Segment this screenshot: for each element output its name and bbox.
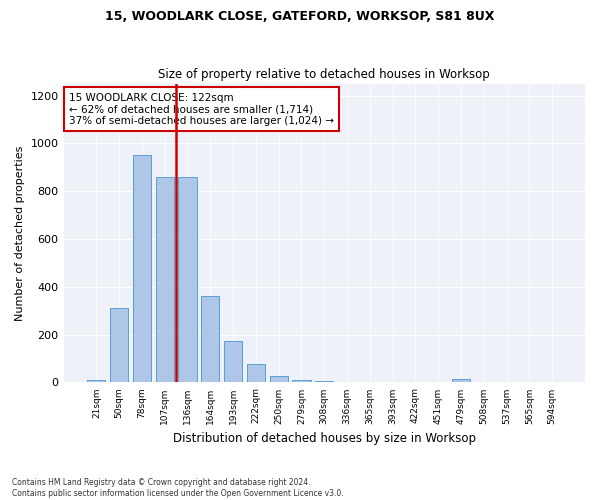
Bar [87, 380, 106, 382]
Bar [269, 376, 288, 382]
Bar [110, 308, 128, 382]
Bar [247, 364, 265, 382]
Text: 15, WOODLARK CLOSE, GATEFORD, WORKSOP, S81 8UX: 15, WOODLARK CLOSE, GATEFORD, WORKSOP, S… [106, 10, 494, 23]
Bar [452, 379, 470, 382]
Text: Contains HM Land Registry data © Crown copyright and database right 2024.
Contai: Contains HM Land Registry data © Crown c… [12, 478, 344, 498]
Bar [292, 380, 311, 382]
Title: Size of property relative to detached houses in Worksop: Size of property relative to detached ho… [158, 68, 490, 81]
Bar [201, 296, 220, 382]
Bar [155, 177, 174, 382]
Bar [315, 381, 334, 382]
Bar [178, 177, 197, 382]
X-axis label: Distribution of detached houses by size in Worksop: Distribution of detached houses by size … [173, 432, 476, 445]
Y-axis label: Number of detached properties: Number of detached properties [15, 146, 25, 320]
Bar [224, 340, 242, 382]
Bar [133, 156, 151, 382]
Text: 15 WOODLARK CLOSE: 122sqm
← 62% of detached houses are smaller (1,714)
37% of se: 15 WOODLARK CLOSE: 122sqm ← 62% of detac… [69, 92, 334, 126]
